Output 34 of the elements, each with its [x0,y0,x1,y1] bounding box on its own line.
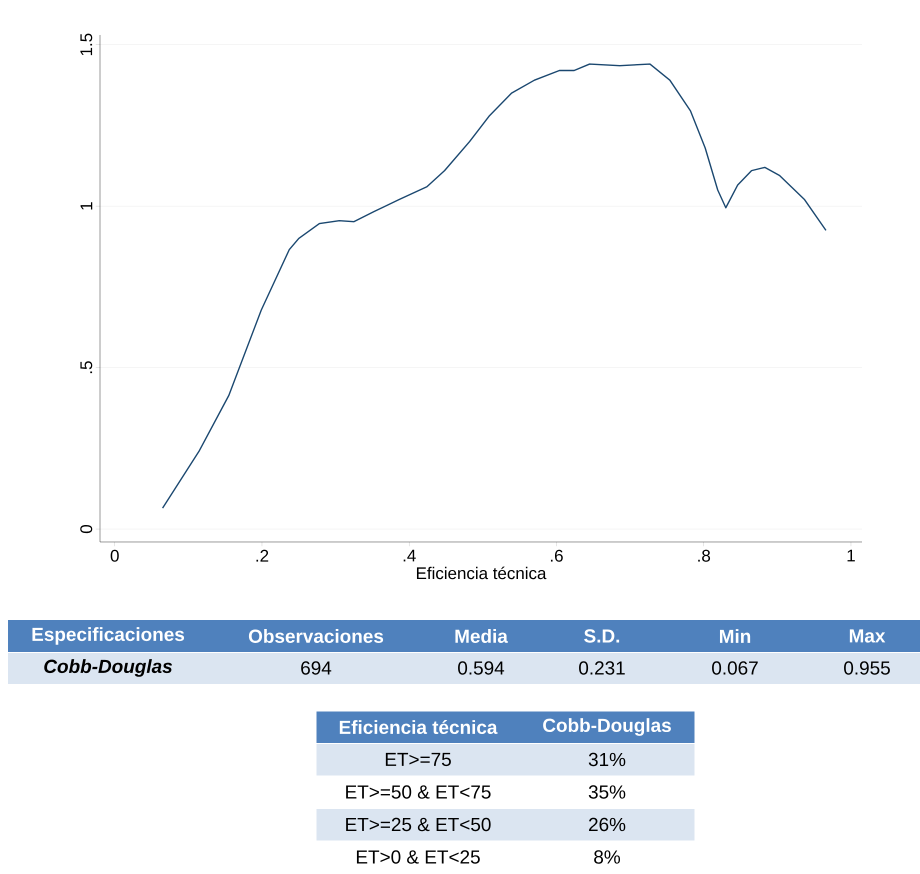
text: Max [850,629,886,643]
text: 0.067 [712,661,758,675]
x-tick-label: .8 [698,550,710,562]
text: 31% [588,752,626,766]
x-tick-label: 1 [848,550,855,562]
text: ET>0 & ET<25 [356,850,480,864]
text: Observaciones [248,629,384,643]
text: 0.955 [844,661,890,675]
y-tick-label: 1.5 [80,34,92,56]
text: Cobb-Douglas [543,718,671,736]
y-tick-label: .5 [80,361,92,374]
text: ET>=50 & ET<75 [346,785,491,799]
text: Min [720,629,750,643]
line-series [162,63,827,509]
x-axis-title: Eficiencia técnica [416,566,546,580]
x-tick-label: 0 [110,550,119,562]
text: S.D. [584,629,620,643]
text: Especificaciones [32,627,184,645]
text: 26% [589,818,626,832]
text: Eficiencia técnica [340,720,498,734]
text: 0.594 [458,661,504,675]
text: Cobb-Douglas [44,659,172,677]
x-tick-label: .6 [550,550,563,562]
text: Media [455,629,508,643]
x-tick-label: .2 [256,550,268,562]
text: 8% [594,850,620,864]
y-tick-label: 0 [80,525,92,534]
text: 694 [301,661,332,675]
text: ET>=75 [386,752,451,766]
text: ET>=25 & ET<50 [346,818,491,832]
text: 0.231 [579,661,625,675]
y-tick-label: 1 [80,202,92,210]
text: 35% [588,785,626,799]
x-tick-label: .4 [404,550,416,562]
